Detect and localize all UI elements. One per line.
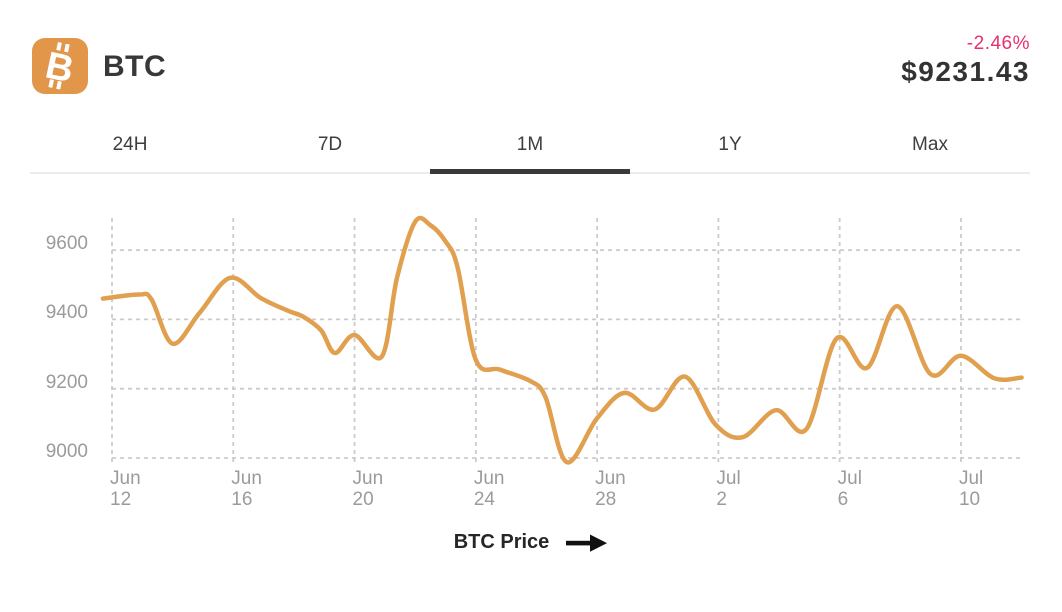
legend-series-label: BTC Price xyxy=(453,531,550,553)
x-tick-label: Jun 28 xyxy=(595,468,626,510)
x-tick-label: Jun 16 xyxy=(231,468,262,510)
x-tick-label: Jul 10 xyxy=(958,468,984,510)
y-tick-label: 9600 xyxy=(45,233,88,255)
tab-max[interactable]: Max xyxy=(912,134,948,155)
price-line[interactable] xyxy=(100,215,1024,465)
price-change-percent: -2.46% xyxy=(966,33,1030,54)
chart-legend: BTC Price xyxy=(0,531,1062,554)
tab-7d[interactable]: 7D xyxy=(317,134,343,155)
x-tick-label: Jun 24 xyxy=(473,468,505,510)
page-title: BTC xyxy=(103,50,167,83)
x-tick-label: Jun 12 xyxy=(110,468,141,510)
timeframe-tabbar: 24H 7D 1M 1Y Max xyxy=(30,118,1030,174)
current-price: $9231.43 xyxy=(901,56,1030,87)
y-tick-label: 9200 xyxy=(45,371,88,393)
x-tick-label: Jul 2 xyxy=(716,468,741,510)
bitcoin-b-glyph: B xyxy=(42,42,77,91)
x-tick-label: Jun 20 xyxy=(352,468,384,510)
tab-1y[interactable]: 1Y xyxy=(718,134,742,155)
tab-1m[interactable]: 1M xyxy=(430,118,630,174)
x-tick-label: Jul 6 xyxy=(837,468,862,510)
tab-24h[interactable]: 24H xyxy=(112,134,148,155)
bitcoin-icon: B xyxy=(32,38,88,94)
y-tick-label: 9400 xyxy=(45,302,88,324)
right-arrow-icon xyxy=(566,534,608,552)
y-tick-label: 9000 xyxy=(45,441,88,462)
